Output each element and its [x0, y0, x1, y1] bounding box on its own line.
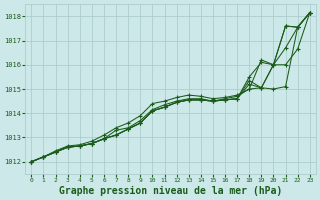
X-axis label: Graphe pression niveau de la mer (hPa): Graphe pression niveau de la mer (hPa) — [59, 186, 282, 196]
